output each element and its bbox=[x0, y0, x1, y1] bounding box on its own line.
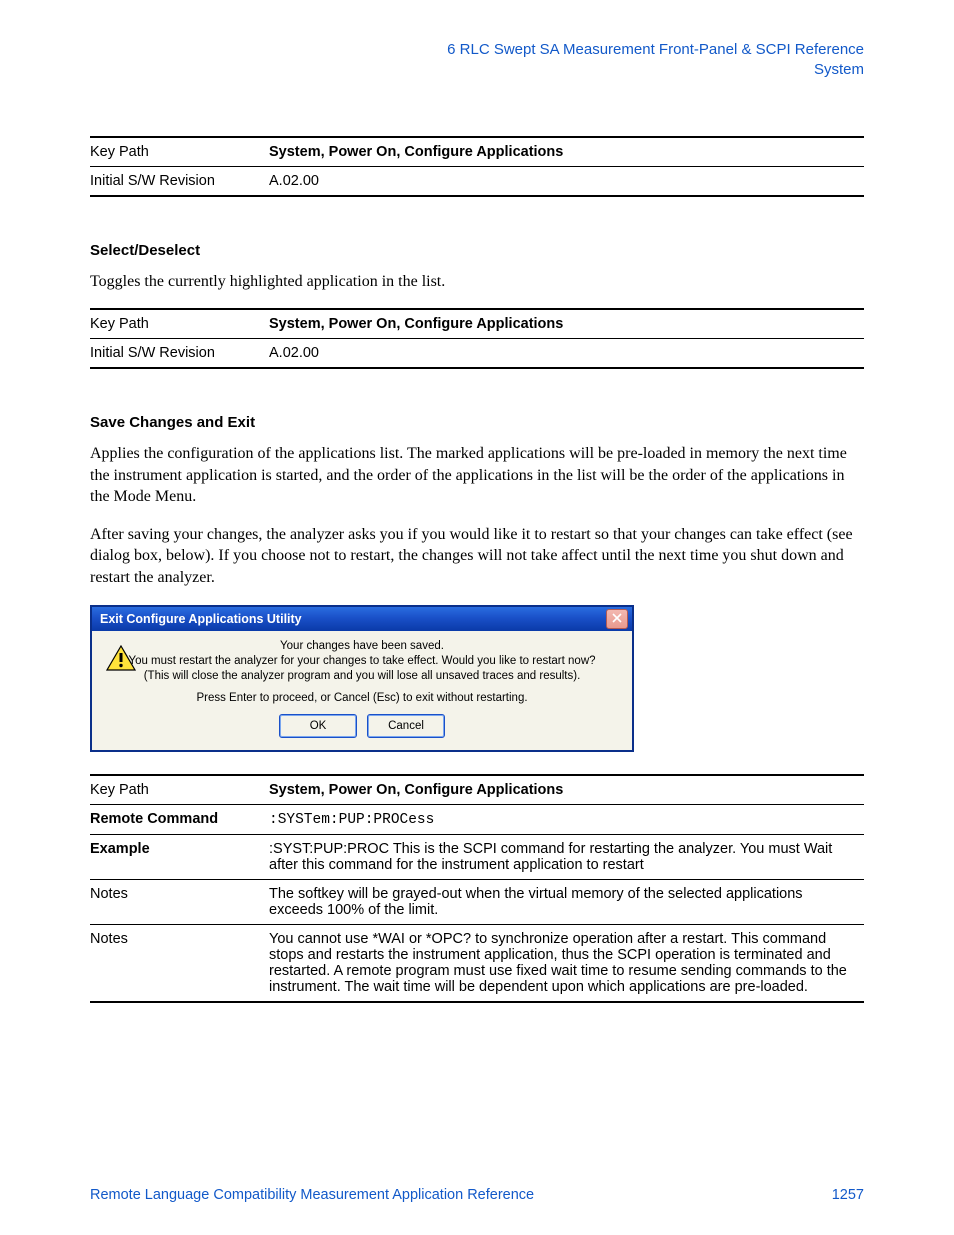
table-row: Remote Command:SYSTem:PUP:PROCess bbox=[90, 804, 864, 834]
page-footer: Remote Language Compatibility Measuremen… bbox=[90, 1187, 864, 1203]
row-label: Key Path bbox=[90, 309, 269, 339]
table-row: Initial S/W RevisionA.02.00 bbox=[90, 339, 864, 369]
table3-body: Key PathSystem, Power On, Configure Appl… bbox=[90, 775, 864, 1002]
section-select-heading: Select/Deselect bbox=[90, 242, 864, 259]
dialog-buttons: OK Cancel bbox=[104, 714, 620, 738]
table1-body: Key PathSystem, Power On, Configure Appl… bbox=[90, 137, 864, 196]
table-row: NotesThe softkey will be grayed-out when… bbox=[90, 879, 864, 924]
row-label: Key Path bbox=[90, 137, 269, 167]
warning-icon bbox=[106, 645, 136, 671]
page: 6 RLC Swept SA Measurement Front-Panel &… bbox=[0, 0, 954, 1235]
properties-table-2: Key PathSystem, Power On, Configure Appl… bbox=[90, 308, 864, 369]
cancel-label: Cancel bbox=[388, 720, 424, 732]
section-save-body2: After saving your changes, the analyzer … bbox=[90, 524, 864, 589]
row-label: Example bbox=[90, 834, 269, 879]
row-label: Notes bbox=[90, 879, 269, 924]
mono-text: :SYSTem:PUP:PROCess bbox=[269, 812, 434, 828]
footer-left: Remote Language Compatibility Measuremen… bbox=[90, 1187, 534, 1203]
header-line1: 6 RLC Swept SA Measurement Front-Panel &… bbox=[90, 40, 864, 60]
footer-page-number: 1257 bbox=[832, 1187, 864, 1203]
row-label: Remote Command bbox=[90, 804, 269, 834]
table-row: Key PathSystem, Power On, Configure Appl… bbox=[90, 309, 864, 339]
dialog-line2: You must restart the analyzer for your c… bbox=[104, 655, 620, 667]
section-save-body1: Applies the configuration of the applica… bbox=[90, 443, 864, 508]
dialog-line4: Press Enter to proceed, or Cancel (Esc) … bbox=[104, 692, 620, 704]
row-value: You cannot use *WAI or *OPC? to synchron… bbox=[269, 924, 864, 1002]
dialog-body: Your changes have been saved. You must r… bbox=[92, 631, 632, 750]
row-value: System, Power On, Configure Applications bbox=[269, 309, 864, 339]
row-label: Notes bbox=[90, 924, 269, 1002]
table-row: NotesYou cannot use *WAI or *OPC? to syn… bbox=[90, 924, 864, 1002]
restart-dialog: Exit Configure Applications Utility Your… bbox=[90, 605, 634, 752]
section-save-heading: Save Changes and Exit bbox=[90, 414, 864, 431]
dialog-line1: Your changes have been saved. bbox=[104, 640, 620, 652]
table-row: Key PathSystem, Power On, Configure Appl… bbox=[90, 137, 864, 167]
dialog-close-button[interactable] bbox=[606, 609, 628, 629]
dialog-title: Exit Configure Applications Utility bbox=[100, 612, 302, 626]
table-row: Initial S/W RevisionA.02.00 bbox=[90, 166, 864, 196]
dialog-ok-button[interactable]: OK bbox=[279, 714, 357, 738]
dialog-titlebar: Exit Configure Applications Utility bbox=[92, 607, 632, 631]
table-row: Example:SYST:PUP:PROC This is the SCPI c… bbox=[90, 834, 864, 879]
row-label: Initial S/W Revision bbox=[90, 166, 269, 196]
header-line2: System bbox=[90, 60, 864, 80]
row-label: Key Path bbox=[90, 775, 269, 805]
ok-label: OK bbox=[310, 720, 327, 732]
row-value: :SYST:PUP:PROC This is the SCPI command … bbox=[269, 834, 864, 879]
table-row: Key PathSystem, Power On, Configure Appl… bbox=[90, 775, 864, 805]
row-value: The softkey will be grayed-out when the … bbox=[269, 879, 864, 924]
table2-body: Key PathSystem, Power On, Configure Appl… bbox=[90, 309, 864, 368]
row-value: A.02.00 bbox=[269, 339, 864, 369]
row-value: System, Power On, Configure Applications bbox=[269, 775, 864, 805]
properties-table-3: Key PathSystem, Power On, Configure Appl… bbox=[90, 774, 864, 1003]
properties-table-1: Key PathSystem, Power On, Configure Appl… bbox=[90, 136, 864, 197]
close-icon bbox=[612, 613, 622, 625]
section-select-body: Toggles the currently highlighted applic… bbox=[90, 271, 864, 293]
dialog-cancel-button[interactable]: Cancel bbox=[367, 714, 445, 738]
row-value: System, Power On, Configure Applications bbox=[269, 137, 864, 167]
page-header: 6 RLC Swept SA Measurement Front-Panel &… bbox=[90, 40, 864, 81]
row-value: A.02.00 bbox=[269, 166, 864, 196]
row-value: :SYSTem:PUP:PROCess bbox=[269, 804, 864, 834]
row-label: Initial S/W Revision bbox=[90, 339, 269, 369]
dialog-line3: (This will close the analyzer program an… bbox=[104, 670, 620, 682]
